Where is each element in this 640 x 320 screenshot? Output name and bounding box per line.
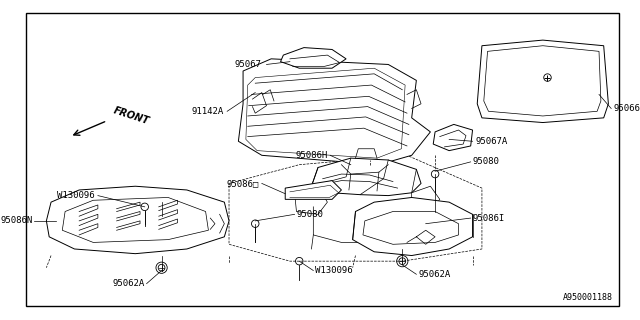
Text: W130096: W130096 [58, 191, 95, 200]
Text: 95062A: 95062A [418, 270, 451, 279]
Text: FRONT: FRONT [112, 106, 150, 126]
Polygon shape [477, 40, 609, 123]
Polygon shape [353, 197, 472, 256]
Polygon shape [433, 124, 472, 151]
Text: 95086N: 95086N [0, 216, 32, 225]
Text: 95066: 95066 [613, 104, 640, 113]
Text: 91142A: 91142A [191, 107, 223, 116]
Text: 95067: 95067 [235, 60, 262, 69]
Text: 95086H: 95086H [295, 151, 328, 160]
Polygon shape [412, 186, 440, 212]
Polygon shape [46, 186, 229, 254]
Text: 95080: 95080 [296, 210, 323, 219]
Polygon shape [312, 158, 421, 196]
Polygon shape [95, 216, 110, 231]
Polygon shape [285, 180, 341, 199]
Polygon shape [280, 48, 346, 68]
Text: W130096: W130096 [315, 266, 353, 275]
Polygon shape [294, 186, 328, 214]
Polygon shape [238, 59, 431, 165]
Text: 95080: 95080 [472, 157, 499, 166]
Text: 95067A: 95067A [476, 137, 508, 146]
Text: A950001188: A950001188 [563, 293, 613, 302]
Text: 95086I: 95086I [472, 213, 505, 223]
Text: 95062A: 95062A [113, 279, 145, 288]
Polygon shape [412, 212, 440, 226]
Polygon shape [142, 216, 157, 231]
Text: 95086□: 95086□ [227, 179, 259, 188]
